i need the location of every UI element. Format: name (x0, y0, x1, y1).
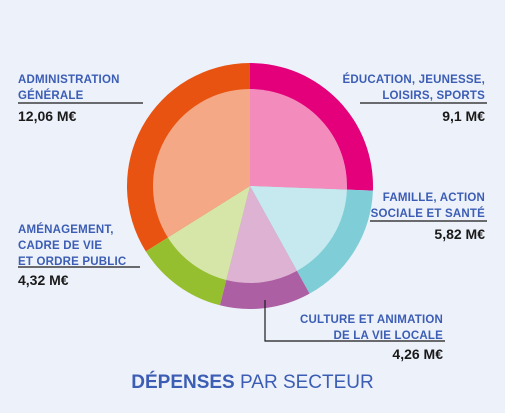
leader-line-culture (264, 300, 445, 342)
pie-slice-inner-administration (153, 89, 250, 238)
slice-label-culture: CULTURE ET ANIMATION DE LA VIE LOCALE (299, 314, 443, 342)
pie-slice-inner-amenagement (167, 186, 250, 281)
chart-title: DÉPENSES PAR SECTEUR (0, 372, 505, 394)
slice-value-education: 9,1 M€ (442, 108, 485, 124)
pie-slice-inner-culture (226, 186, 297, 283)
slice-label-amenagement: AMÉNAGEMENT, CADRE DE VIE ET ORDRE PUBLI… (18, 224, 127, 268)
slice-value-culture: 4,26 M€ (392, 346, 443, 362)
pie-slice-inner-education (250, 89, 347, 190)
slice-label-education: ÉDUCATION, JEUNESSE, LOISIRS, SPORTS (342, 74, 485, 102)
slice-value-amenagement: 4,32 M€ (18, 272, 69, 288)
slice-value-administration: 12,06 M€ (18, 108, 77, 124)
slice-label-famille: FAMILLE, ACTION SOCIALE ET SANTÉ (370, 192, 485, 220)
slice-value-famille: 5,82 M€ (434, 226, 485, 242)
pie-slice-inner-famille (250, 186, 347, 271)
chart-title-bold: DÉPENSES (131, 372, 235, 393)
chart-title-rest: PAR SECTEUR (240, 372, 374, 393)
slice-label-administration: ADMINISTRATION GÉNÉRALE (18, 74, 120, 102)
